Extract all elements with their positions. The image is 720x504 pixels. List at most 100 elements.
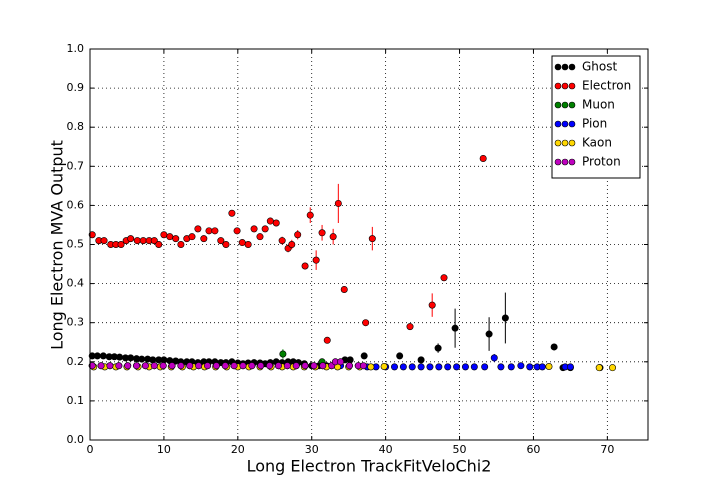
point	[485, 330, 493, 338]
point	[127, 354, 135, 362]
point	[470, 363, 478, 371]
legend-label: Pion	[582, 117, 607, 131]
y-tick-label: 0.1	[67, 394, 85, 407]
point	[481, 363, 489, 371]
point	[279, 350, 287, 358]
legend-marker	[561, 63, 569, 71]
point	[306, 211, 314, 219]
y-axis-label: Long Electron MVA Output	[48, 140, 67, 350]
point	[453, 363, 461, 371]
point	[283, 362, 291, 370]
point	[359, 362, 367, 370]
point	[417, 356, 425, 364]
point	[93, 352, 101, 360]
point	[116, 353, 124, 361]
point	[451, 324, 459, 332]
point	[150, 237, 158, 245]
point	[517, 362, 525, 370]
point	[362, 319, 370, 327]
point	[88, 231, 96, 239]
x-tick-label: 30	[305, 443, 319, 456]
x-tick-label: 40	[379, 443, 393, 456]
point	[222, 241, 230, 249]
point	[150, 362, 158, 370]
point	[294, 231, 302, 239]
point	[435, 363, 443, 371]
x-tick-label: 0	[87, 443, 94, 456]
point	[538, 363, 546, 371]
x-tick-label: 10	[157, 443, 171, 456]
point	[124, 362, 132, 370]
point	[337, 358, 345, 366]
legend-marker	[568, 158, 576, 166]
point	[228, 209, 236, 217]
point	[334, 199, 342, 207]
point	[368, 235, 376, 243]
point	[340, 285, 348, 293]
point	[188, 233, 196, 241]
point	[133, 362, 141, 370]
legend-marker	[568, 101, 576, 109]
y-tick-label: 0.8	[67, 120, 85, 133]
point	[217, 237, 225, 245]
legend-marker	[561, 158, 569, 166]
plot-frame	[89, 48, 649, 441]
point	[479, 154, 487, 162]
legend-marker	[568, 120, 576, 128]
x-tick-label: 70	[600, 443, 614, 456]
point	[139, 237, 147, 245]
legend-marker	[554, 139, 562, 147]
point	[278, 237, 286, 245]
point	[117, 241, 125, 249]
point	[166, 233, 174, 241]
legend-marker	[554, 63, 562, 71]
point	[160, 231, 168, 239]
point	[239, 362, 247, 370]
point	[256, 233, 264, 241]
y-tick-label: 0.9	[67, 81, 85, 94]
legend-box	[551, 55, 641, 179]
point	[440, 274, 448, 282]
point	[205, 227, 213, 235]
legend-label: Proton	[582, 155, 621, 169]
legend: Ghost Electron Muon Pion Kaon Proton	[551, 55, 641, 179]
point	[497, 363, 505, 371]
y-tick-label: 0.0	[67, 433, 85, 446]
point	[360, 352, 368, 360]
x-tick-label: 50	[453, 443, 467, 456]
point	[168, 362, 176, 370]
legend-marker	[554, 158, 562, 166]
legend-marker	[561, 139, 569, 147]
point	[211, 227, 219, 235]
legend-label: Muon	[582, 98, 615, 112]
point	[550, 343, 558, 351]
point	[526, 363, 534, 371]
point	[380, 362, 388, 370]
point	[186, 362, 194, 370]
point	[434, 344, 442, 352]
point	[230, 362, 238, 370]
point	[426, 363, 434, 371]
y-tick-label: 0.3	[67, 316, 85, 329]
point	[346, 356, 354, 364]
y-tick-label: 0.7	[67, 159, 85, 172]
point	[266, 362, 274, 370]
point	[292, 362, 300, 370]
point	[566, 363, 574, 371]
point	[609, 364, 617, 372]
point	[408, 363, 416, 371]
point	[288, 241, 296, 249]
point	[233, 227, 241, 235]
point	[501, 314, 509, 322]
point	[257, 362, 265, 370]
point	[99, 352, 107, 360]
point	[507, 363, 515, 371]
point	[160, 356, 168, 364]
point	[261, 225, 269, 233]
point	[406, 323, 414, 331]
point	[274, 362, 282, 370]
y-tick-label: 0.5	[67, 238, 85, 251]
point	[133, 237, 141, 245]
point	[177, 241, 185, 249]
x-tick-label: 60	[526, 443, 540, 456]
